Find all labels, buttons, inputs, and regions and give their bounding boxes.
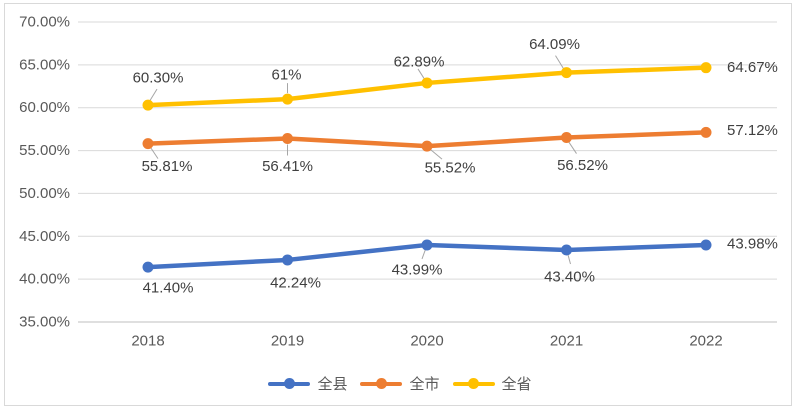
data-label: 57.12% — [727, 122, 778, 139]
data-label: 42.24% — [270, 274, 321, 291]
x-axis-tick-label: 2018 — [131, 333, 164, 350]
data-point-marker — [700, 62, 712, 74]
data-label-leader-line — [417, 68, 426, 81]
x-axis-tick-label: 2020 — [410, 333, 443, 350]
data-point-marker — [561, 67, 572, 79]
data-point-marker — [700, 239, 712, 251]
x-axis-tick-label: 2022 — [689, 333, 722, 350]
data-label: 43.99% — [392, 261, 443, 278]
data-label-leader-line — [555, 55, 564, 69]
y-axis-tick-label: 65.00% — [19, 56, 70, 73]
data-label: 60.30% — [133, 70, 184, 87]
data-label: 64.09% — [529, 36, 580, 53]
data-label-leader-line — [429, 148, 443, 160]
data-label: 62.89% — [394, 53, 445, 70]
data-label-leader-line — [149, 146, 159, 159]
data-point-marker — [142, 261, 154, 273]
data-point-marker — [282, 132, 293, 144]
data-point-marker — [282, 254, 293, 266]
data-label-leader-line — [568, 141, 577, 154]
y-axis-tick-label: 50.00% — [19, 185, 70, 202]
data-label: 56.41% — [262, 158, 313, 175]
data-label: 43.40% — [544, 269, 595, 286]
data-point-marker — [142, 99, 154, 111]
y-axis-tick-label: 55.00% — [19, 142, 70, 159]
y-axis-tick-label: 60.00% — [19, 99, 70, 116]
data-label: 55.52% — [425, 160, 476, 177]
data-point-marker — [421, 77, 433, 89]
data-point-marker — [561, 244, 572, 256]
data-point-marker — [421, 239, 433, 251]
data-label-leader-line — [148, 88, 158, 103]
data-label: 64.67% — [727, 59, 778, 76]
data-point-marker — [142, 138, 154, 150]
data-label: 61% — [271, 67, 301, 84]
data-point-marker — [561, 132, 572, 144]
data-label: 43.98% — [727, 236, 778, 253]
x-axis-tick-label: 2021 — [550, 333, 583, 350]
y-axis-tick-label: 35.00% — [19, 314, 70, 331]
data-label: 41.40% — [143, 280, 194, 297]
data-point-marker — [700, 126, 712, 138]
data-point-marker — [282, 93, 293, 105]
data-label: 55.81% — [142, 158, 193, 175]
y-axis-tick-label: 45.00% — [19, 228, 70, 245]
y-axis-tick-label: 70.00% — [19, 14, 70, 31]
data-label: 56.52% — [557, 157, 608, 174]
y-axis-tick-label: 40.00% — [19, 271, 70, 288]
x-axis-tick-label: 2019 — [271, 333, 304, 350]
data-point-marker — [421, 140, 433, 152]
